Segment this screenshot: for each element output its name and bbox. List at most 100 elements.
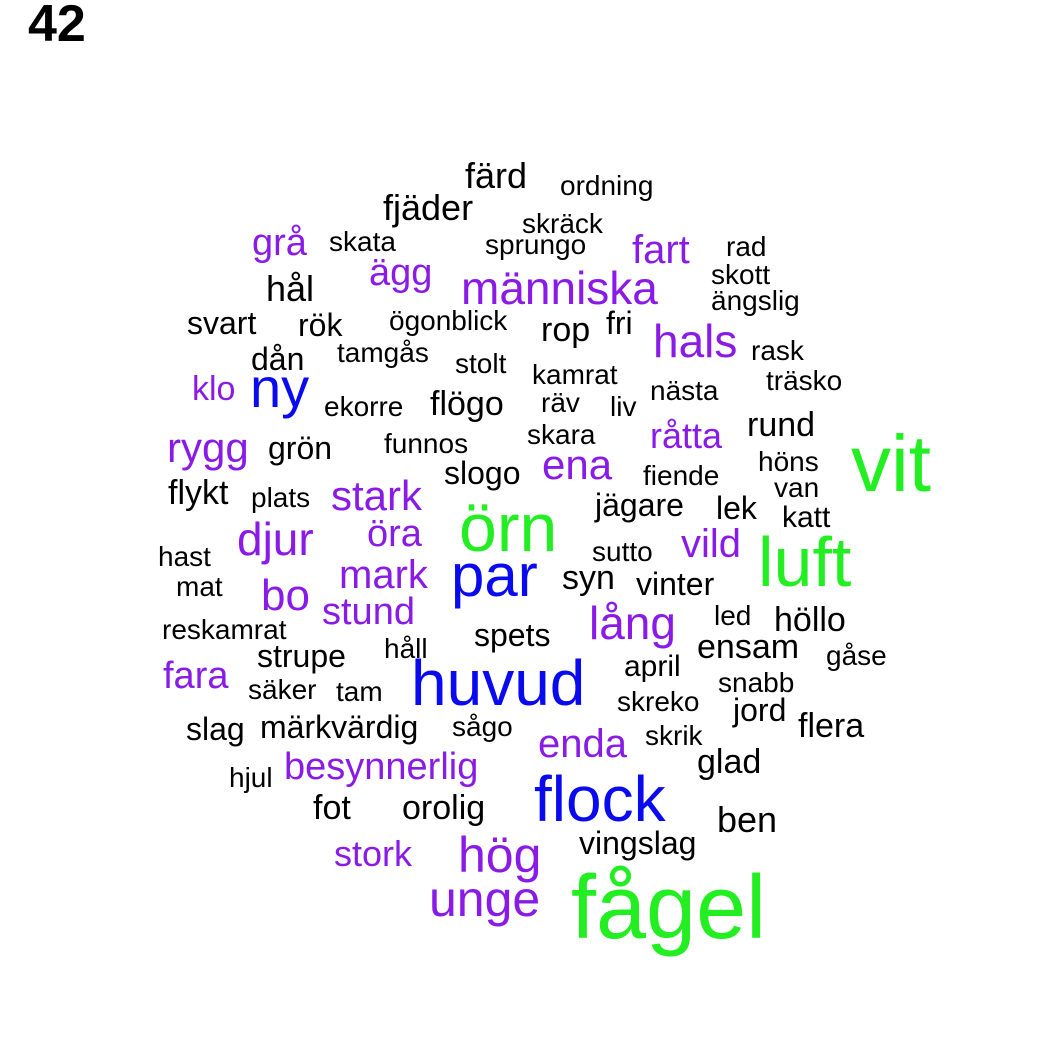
- word-52: örn: [459, 489, 558, 566]
- word-12: hål: [266, 267, 315, 309]
- word-99: unge: [429, 871, 541, 927]
- word-84: märkvärdig: [260, 709, 419, 746]
- word-47: plats: [251, 481, 311, 513]
- word-16: rök: [298, 307, 343, 344]
- word-92: flock: [534, 763, 666, 836]
- word-38: grön: [268, 430, 333, 467]
- word-53: djur: [237, 512, 314, 565]
- word-34: skara: [527, 418, 596, 450]
- word-58: vild: [681, 522, 742, 566]
- word-49: jägare: [595, 487, 684, 524]
- word-79: säker: [248, 673, 317, 705]
- word-42: slogo: [444, 455, 521, 492]
- word-78: snabb: [718, 666, 795, 698]
- word-5: grå: [252, 221, 307, 264]
- word-24: rask: [751, 334, 804, 366]
- word-67: led: [714, 599, 752, 631]
- word-87: enda: [538, 722, 627, 766]
- word-82: jord: [733, 692, 787, 729]
- word-14: ängslig: [711, 284, 800, 316]
- word-39: funnos: [384, 427, 469, 459]
- word-88: skrik: [645, 719, 703, 751]
- word-23: stolt: [455, 347, 507, 379]
- word-51: katt: [782, 501, 831, 534]
- word-4: skräck: [522, 207, 603, 239]
- word-17: ögonblick: [389, 304, 508, 336]
- word-9: rad: [726, 230, 767, 262]
- word-73: ensam: [697, 628, 800, 667]
- word-94: orolig: [402, 789, 486, 828]
- word-33: nästa: [650, 374, 719, 406]
- word-29: ekorre: [324, 390, 404, 422]
- word-61: syn: [562, 559, 615, 598]
- word-72: håll: [384, 632, 428, 664]
- word-98: hög: [458, 827, 542, 883]
- word-60: par: [451, 542, 538, 609]
- word-40: vit: [851, 419, 931, 508]
- word-22: tamgås: [337, 336, 429, 368]
- word-7: sprungo: [485, 228, 587, 260]
- word-32: liv: [610, 390, 637, 422]
- word-31: räv: [541, 386, 580, 418]
- word-76: april: [624, 650, 681, 683]
- word-41: höns: [758, 445, 819, 477]
- word-65: stund: [322, 590, 415, 633]
- word-97: stork: [334, 832, 413, 874]
- word-69: reskamrat: [162, 613, 287, 645]
- word-27: klo: [192, 370, 236, 409]
- word-75: fara: [163, 654, 229, 697]
- word-13: människa: [461, 261, 658, 314]
- word-83: slag: [186, 711, 245, 748]
- word-28: ny: [250, 355, 310, 419]
- word-37: rygg: [167, 424, 249, 472]
- word-86: flera: [798, 707, 865, 746]
- word-62: mat: [176, 570, 223, 602]
- word-48: stark: [331, 472, 423, 520]
- word-68: höllo: [774, 601, 846, 640]
- word-1: färd: [465, 154, 528, 196]
- word-26: träsko: [766, 364, 843, 396]
- word-96: vingslag: [579, 825, 697, 862]
- word-19: fri: [606, 305, 633, 342]
- word-85: sågo: [452, 710, 513, 742]
- word-43: ena: [542, 441, 613, 489]
- word-95: ben: [717, 798, 778, 840]
- word-18: rop: [541, 311, 591, 350]
- word-11: skott: [711, 258, 771, 290]
- word-36: rund: [747, 406, 816, 445]
- word-80: tam: [336, 675, 383, 707]
- word-66: lång: [589, 596, 676, 649]
- word-100: fågel: [571, 858, 767, 958]
- word-15: svart: [187, 305, 257, 342]
- word-50: lek: [716, 490, 757, 527]
- word-90: glad: [697, 743, 762, 782]
- word-91: hjul: [229, 761, 273, 793]
- word-74: gåse: [826, 639, 887, 671]
- word-20: hals: [653, 314, 738, 367]
- word-6: skata: [329, 225, 396, 257]
- word-64: bo: [261, 571, 310, 621]
- word-57: sutto: [592, 535, 653, 567]
- word-46: flykt: [168, 474, 229, 513]
- word-21: dån: [251, 341, 305, 378]
- word-59: mark: [339, 553, 428, 597]
- word-2: ordning: [560, 169, 654, 201]
- word-89: besynnerlig: [284, 745, 479, 788]
- word-77: huvud: [411, 647, 586, 720]
- word-35: råtta: [650, 414, 723, 456]
- word-63: vinter: [636, 566, 715, 603]
- word-44: fiende: [643, 459, 720, 491]
- word-70: spets: [474, 617, 551, 654]
- word-30: flögo: [430, 385, 504, 424]
- word-55: luft: [758, 523, 852, 601]
- word-25: kamrat: [532, 358, 618, 390]
- word-3: fjäder: [383, 186, 474, 228]
- word-54: öra: [367, 512, 422, 555]
- word-93: fot: [313, 789, 351, 828]
- word-81: skreko: [617, 685, 700, 717]
- word-56: hast: [158, 540, 211, 572]
- word-45: van: [774, 471, 820, 503]
- word-10: ägg: [369, 251, 433, 294]
